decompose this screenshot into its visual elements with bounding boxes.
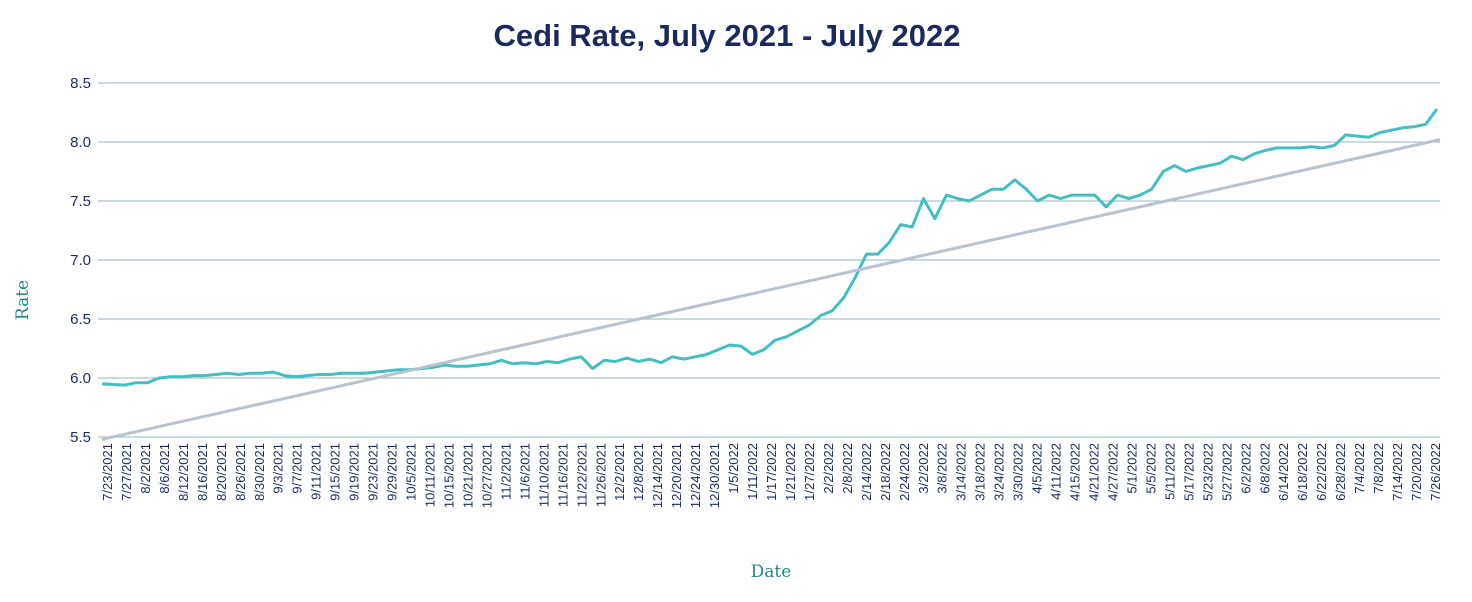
y-tick-label: 8.5 (70, 75, 91, 92)
x-tick-label: 9/11/2021 (309, 443, 324, 500)
x-tick-label: 11/2/2021 (498, 443, 513, 500)
x-tick-label: 12/30/2021 (707, 443, 722, 508)
x-tick-label: 2/24/2022 (897, 443, 912, 501)
y-tick-label: 6.5 (70, 311, 91, 328)
x-tick-label: 7/23/2021 (100, 443, 115, 501)
x-tick-label: 10/11/2021 (423, 443, 438, 507)
x-tick-label: 6/18/2022 (1295, 443, 1310, 501)
x-tick-label: 8/6/2021 (157, 443, 172, 494)
x-tick-label: 12/8/2021 (631, 443, 646, 501)
x-tick-label: 12/24/2021 (688, 443, 703, 508)
y-tick-label: 8.0 (70, 134, 91, 151)
x-tick-label: 5/17/2022 (1181, 443, 1196, 501)
x-tick-label: 12/2/2021 (612, 443, 627, 501)
rate-line (101, 108, 1439, 387)
x-tick-label: 11/10/2021 (536, 443, 551, 507)
x-tick-label: 6/2/2022 (1238, 443, 1253, 494)
x-axis-label: Date (751, 562, 792, 582)
y-axis-ticks: 5.5 6.0 6.5 7.0 7.5 8.0 8.5 (70, 75, 91, 446)
x-axis-ticks: 7/23/2021 7/27/2021 8/2/2021 8/6/2021 8/12/2… (100, 443, 1443, 508)
x-tick-label: 8/20/2021 (214, 443, 229, 501)
x-tick-label: 11/22/2021 (574, 443, 589, 507)
x-tick-label: 3/30/2022 (1011, 443, 1026, 501)
x-tick-label: 9/3/2021 (271, 443, 286, 494)
x-tick-label: 4/5/2022 (1030, 443, 1045, 494)
x-tick-label: 7/20/2022 (1409, 443, 1424, 501)
x-tick-label: 11/6/2021 (517, 443, 532, 500)
x-tick-label: 11/16/2021 (555, 443, 570, 507)
trendline (101, 138, 1441, 441)
x-tick-label: 5/1/2022 (1124, 443, 1139, 494)
x-tick-label: 7/26/2022 (1428, 443, 1443, 501)
x-tick-label: 9/19/2021 (347, 443, 362, 501)
x-tick-label: 7/27/2021 (119, 443, 134, 501)
x-tick-label: 9/15/2021 (328, 443, 343, 501)
x-tick-label: 10/5/2021 (404, 443, 419, 501)
x-tick-label: 3/18/2022 (973, 443, 988, 501)
x-tick-label: 2/8/2022 (840, 443, 855, 494)
x-tick-label: 8/2/2021 (138, 443, 153, 494)
x-tick-label: 6/22/2022 (1314, 443, 1329, 501)
x-tick-label: 10/15/2021 (441, 443, 456, 508)
x-tick-label: 8/16/2021 (195, 443, 210, 501)
x-tick-label: 9/7/2021 (290, 443, 305, 494)
x-tick-label: 1/21/2022 (783, 443, 798, 501)
x-tick-label: 1/5/2022 (726, 443, 741, 494)
x-tick-label: 1/11/2022 (745, 443, 760, 500)
x-tick-label: 11/26/2021 (593, 443, 608, 507)
chart-title: Cedi Rate, July 2021 - July 2022 (494, 18, 961, 53)
x-tick-label: 1/27/2022 (802, 443, 817, 501)
y-tick-label: 7.0 (70, 252, 91, 269)
y-tick-label: 5.5 (70, 429, 91, 446)
x-tick-label: 12/14/2021 (650, 443, 665, 508)
x-tick-label: 2/14/2022 (859, 443, 874, 501)
x-tick-label: 12/20/2021 (669, 443, 684, 508)
x-tick-label: 9/29/2021 (385, 443, 400, 501)
x-tick-label: 4/27/2022 (1105, 443, 1120, 501)
x-tick-label: 5/11/2022 (1162, 443, 1177, 500)
x-tick-label: 8/30/2021 (252, 443, 267, 501)
x-tick-label: 9/23/2021 (366, 443, 381, 501)
x-tick-label: 10/21/2021 (460, 443, 475, 508)
x-tick-label: 3/24/2022 (992, 443, 1007, 501)
x-tick-label: 4/11/2022 (1049, 443, 1064, 500)
x-tick-label: 10/27/2021 (479, 443, 494, 508)
grid-lines (98, 82, 1440, 438)
x-tick-label: 5/27/2022 (1219, 443, 1234, 501)
x-tick-label: 1/17/2022 (764, 443, 779, 501)
x-tick-label: 8/12/2021 (176, 443, 191, 501)
x-tick-label: 5/23/2022 (1200, 443, 1215, 501)
x-tick-label: 4/15/2022 (1068, 443, 1083, 501)
x-tick-label: 3/8/2022 (935, 443, 950, 494)
x-tick-label: 2/2/2022 (821, 443, 836, 494)
x-tick-label: 8/26/2021 (233, 443, 248, 501)
x-tick-label: 6/14/2022 (1276, 443, 1291, 501)
x-tick-label: 4/21/2022 (1087, 443, 1102, 501)
x-tick-label: 7/14/2022 (1390, 443, 1405, 501)
x-tick-label: 3/14/2022 (954, 443, 969, 501)
x-tick-label: 7/8/2022 (1371, 443, 1386, 494)
series-lines (101, 108, 1441, 441)
x-tick-label: 6/28/2022 (1333, 443, 1348, 501)
y-tick-label: 7.5 (70, 193, 91, 210)
y-tick-label: 6.0 (70, 370, 91, 387)
x-tick-label: 6/8/2022 (1257, 443, 1272, 494)
x-tick-label: 3/2/2022 (916, 443, 931, 494)
x-tick-label: 7/4/2022 (1352, 443, 1367, 494)
x-tick-label: 2/18/2022 (878, 443, 893, 501)
y-axis-label: Rate (13, 280, 33, 320)
x-tick-label: 5/5/2022 (1143, 443, 1158, 494)
